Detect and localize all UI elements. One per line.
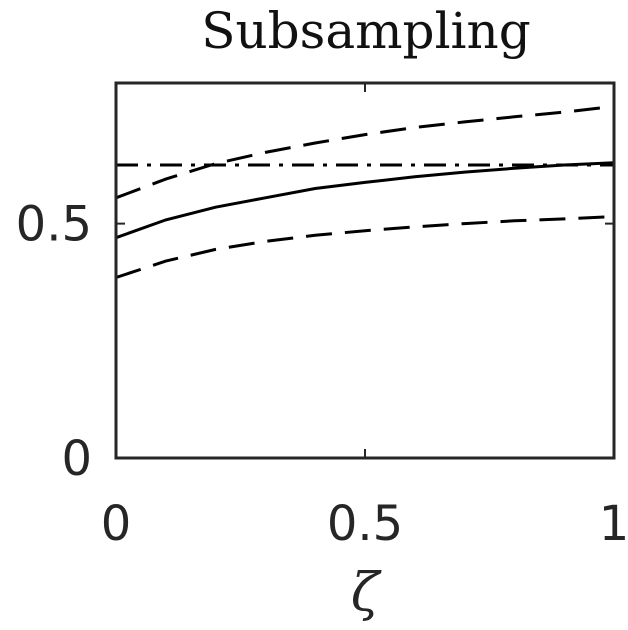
x-tick-label-0: 0: [101, 496, 132, 552]
plot-frame: [114, 81, 616, 460]
x-tick-label-1: 0.5: [327, 496, 403, 552]
series-line-2-dashed: [115, 104, 615, 200]
axis-ticks: [115, 83, 615, 459]
plot-series: [115, 104, 615, 279]
series-line-3-dashed: [115, 215, 615, 279]
chart-title: Subsampling: [201, 2, 531, 60]
series-line-1-solid: [115, 161, 615, 240]
tick-labels: 0 0.5 1 0 0.5: [16, 197, 628, 552]
x-tick-label-2: 1: [599, 496, 628, 552]
x-axis-label: ζ: [351, 563, 382, 623]
y-tick-label-1: 0.5: [16, 197, 92, 253]
y-tick-label-0: 0: [61, 431, 92, 487]
